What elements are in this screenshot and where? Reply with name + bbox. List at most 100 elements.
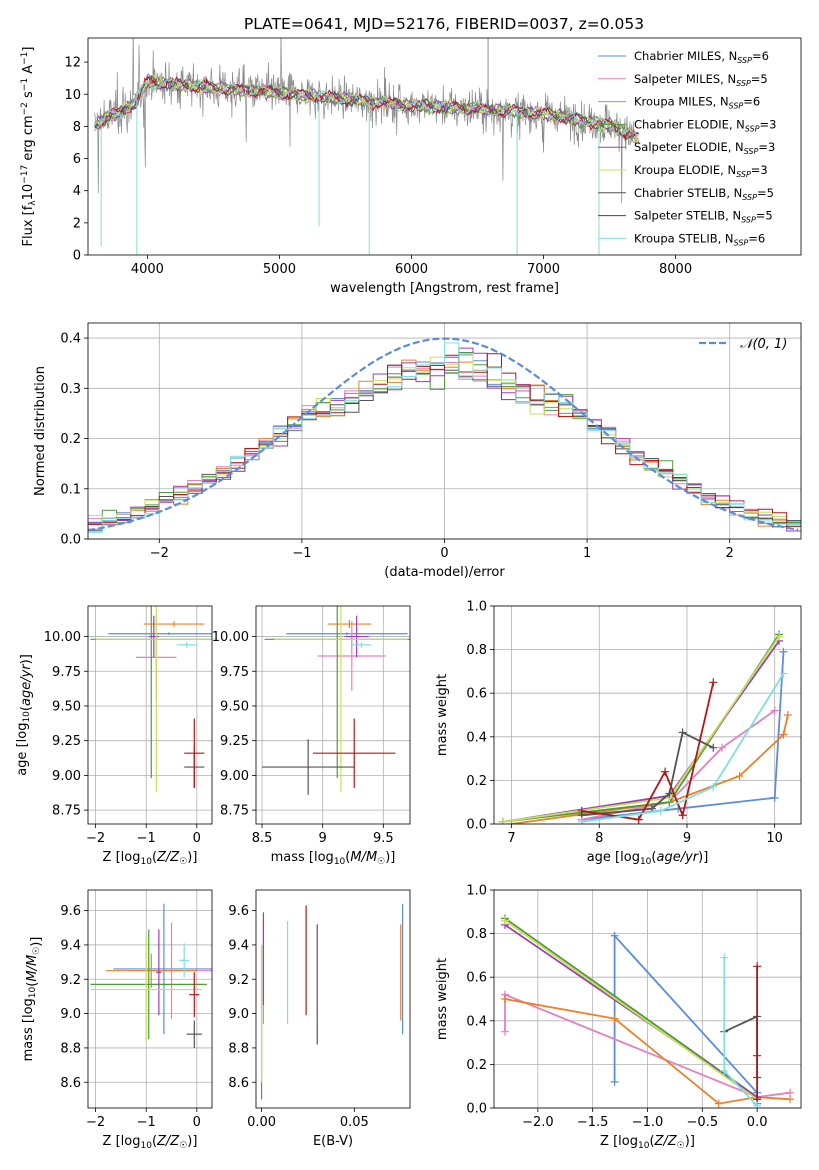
panel-spectrum: 4000 5000 6000 7000 8000 0 2 4 6 8 10 12 wavelength …: [20, 37, 802, 296]
x-tick-label: 9: [319, 831, 327, 846]
legend-value: =6: [752, 49, 769, 63]
legend-label: Kroupa MILES, NSSP=6: [634, 95, 760, 111]
label-part: 10: [140, 857, 152, 867]
label-part: mass weight: [435, 958, 450, 1040]
x-tick-label: 0: [440, 546, 448, 561]
y-tick-label: 12: [64, 56, 81, 71]
x-axis-label: Z [log10(Z/Z☉)]: [600, 1134, 695, 1151]
mass-weight-marker: [610, 1014, 619, 1023]
label-part: age/yr: [19, 663, 34, 706]
y-tick-label: 9.25: [52, 734, 81, 749]
y-tick-label: 0.0: [466, 1102, 487, 1117]
mass-weight-line: [581, 673, 785, 823]
y-tick-label: 8: [73, 120, 81, 135]
x-tick-label: −1: [137, 831, 156, 846]
plot-area: [94, 38, 640, 255]
label-part: )]: [29, 937, 44, 947]
legend-value: =5: [757, 186, 774, 200]
y-tick-label: 10: [64, 88, 81, 103]
label-part: 10: [140, 1141, 152, 1151]
legend-sub: SSP: [734, 238, 749, 247]
axes-frame: [87, 605, 213, 825]
legend-value: =6: [748, 231, 765, 245]
legend-sub: SSP: [744, 147, 759, 156]
y-axis-label: mass [log10(M/M☉)]: [21, 937, 44, 1062]
y-tick-label: 0.4: [466, 1014, 487, 1029]
mass-weight-marker: [779, 669, 788, 678]
x-tick-label: 8000: [659, 262, 692, 277]
y-axis-label: mass weight: [435, 958, 450, 1040]
label-part: Z [log: [103, 850, 141, 865]
mass-weight-marker: [709, 782, 718, 791]
y-axis-label: mass weight: [435, 674, 450, 756]
label-part: (: [19, 706, 34, 711]
label-part: (: [152, 850, 157, 865]
mass-weight-line: [613, 933, 758, 1104]
y-tick-label: 9.50: [52, 699, 81, 714]
axes-frame: [87, 889, 213, 1109]
label-part: A: [21, 65, 36, 78]
label-part: 10: [334, 857, 346, 867]
y-tick-label: 8.6: [228, 1076, 249, 1091]
label-part: Z [log: [600, 1134, 638, 1149]
mass-weight-marker: [714, 1099, 723, 1108]
label-part: −1: [20, 78, 30, 91]
mass-weight-marker: [661, 767, 670, 776]
label-part: age [log: [15, 723, 30, 776]
y-tick-label: 9.4: [228, 938, 249, 953]
mass-weight-marker: [634, 815, 643, 824]
x-tick-label: 1: [583, 546, 591, 561]
y-tick-label: 0.2: [466, 1058, 487, 1073]
plot-area: [500, 914, 795, 1108]
y-tick-label: 0.8: [466, 643, 487, 658]
legend-label: Kroupa STELIB, NSSP=6: [634, 231, 765, 247]
x-tick-label: −2.0: [522, 1115, 554, 1130]
y-tick-label: 0.1: [60, 482, 81, 497]
x-axis-label: (data-model)/error: [384, 565, 505, 580]
y-tick-label: 0.6: [466, 687, 487, 702]
legend-value: =5: [751, 72, 768, 86]
legend-value: =3: [760, 117, 777, 131]
model-spectrum: [94, 73, 639, 144]
mass-weight-marker: [775, 632, 784, 641]
mass-weight-marker: [656, 806, 665, 815]
y-axis-label: age [log10(age/yr)]: [15, 654, 34, 776]
y-tick-label: 9.6: [60, 904, 81, 919]
x-tick-label: 0: [193, 1115, 201, 1130]
y-tick-label: 6: [73, 152, 81, 167]
legend-sub: SSP: [737, 56, 752, 65]
x-tick-label: −1: [137, 1115, 156, 1130]
y-tick-label: 8.75: [52, 804, 81, 819]
label-part: (: [345, 850, 350, 865]
x-tick-label: 0: [193, 831, 201, 846]
y-tick-label: 9.75: [52, 665, 81, 680]
label-part: )]: [187, 850, 197, 865]
mass-weight-marker: [779, 647, 788, 656]
mass-weight-line: [502, 640, 780, 823]
mass-weight-marker: [500, 916, 509, 925]
mass-weight-line: [723, 957, 758, 1107]
mass-weight-marker: [665, 789, 674, 798]
label-part: M/M: [25, 955, 40, 982]
label-part: ☉: [179, 857, 187, 867]
x-axis-label: wavelength [Angstrom, rest frame]: [330, 281, 559, 296]
panel-age_vs_mass: 8.5 9 9.5 8.75 9.00 9.25 9.50 9.75 10.00 mass [lo…: [212, 605, 411, 867]
mass-weight-marker: [783, 711, 792, 719]
mass-weight-marker: [498, 817, 507, 824]
legend-sub: SSP: [745, 124, 760, 133]
y-tick-label: 8.75: [220, 804, 249, 819]
x-tick-label: 0.05: [340, 1115, 369, 1130]
y-tick-label: 0.2: [466, 774, 487, 789]
mass-weight-line: [723, 1014, 758, 1078]
x-axis-label: age [log10(age/yr)]: [587, 850, 709, 867]
label-part: 10: [22, 711, 32, 723]
x-tick-label: −2: [86, 831, 105, 846]
mass-weight-marker: [720, 953, 729, 962]
y-tick-label: 1.0: [466, 884, 487, 899]
x-tick-label: 0.0: [747, 1115, 768, 1130]
y-tick-label: 9.0: [228, 1007, 249, 1022]
x-tick-label: 10: [766, 831, 783, 846]
label-part: −17: [20, 165, 30, 184]
axes-frame: [255, 889, 411, 1109]
